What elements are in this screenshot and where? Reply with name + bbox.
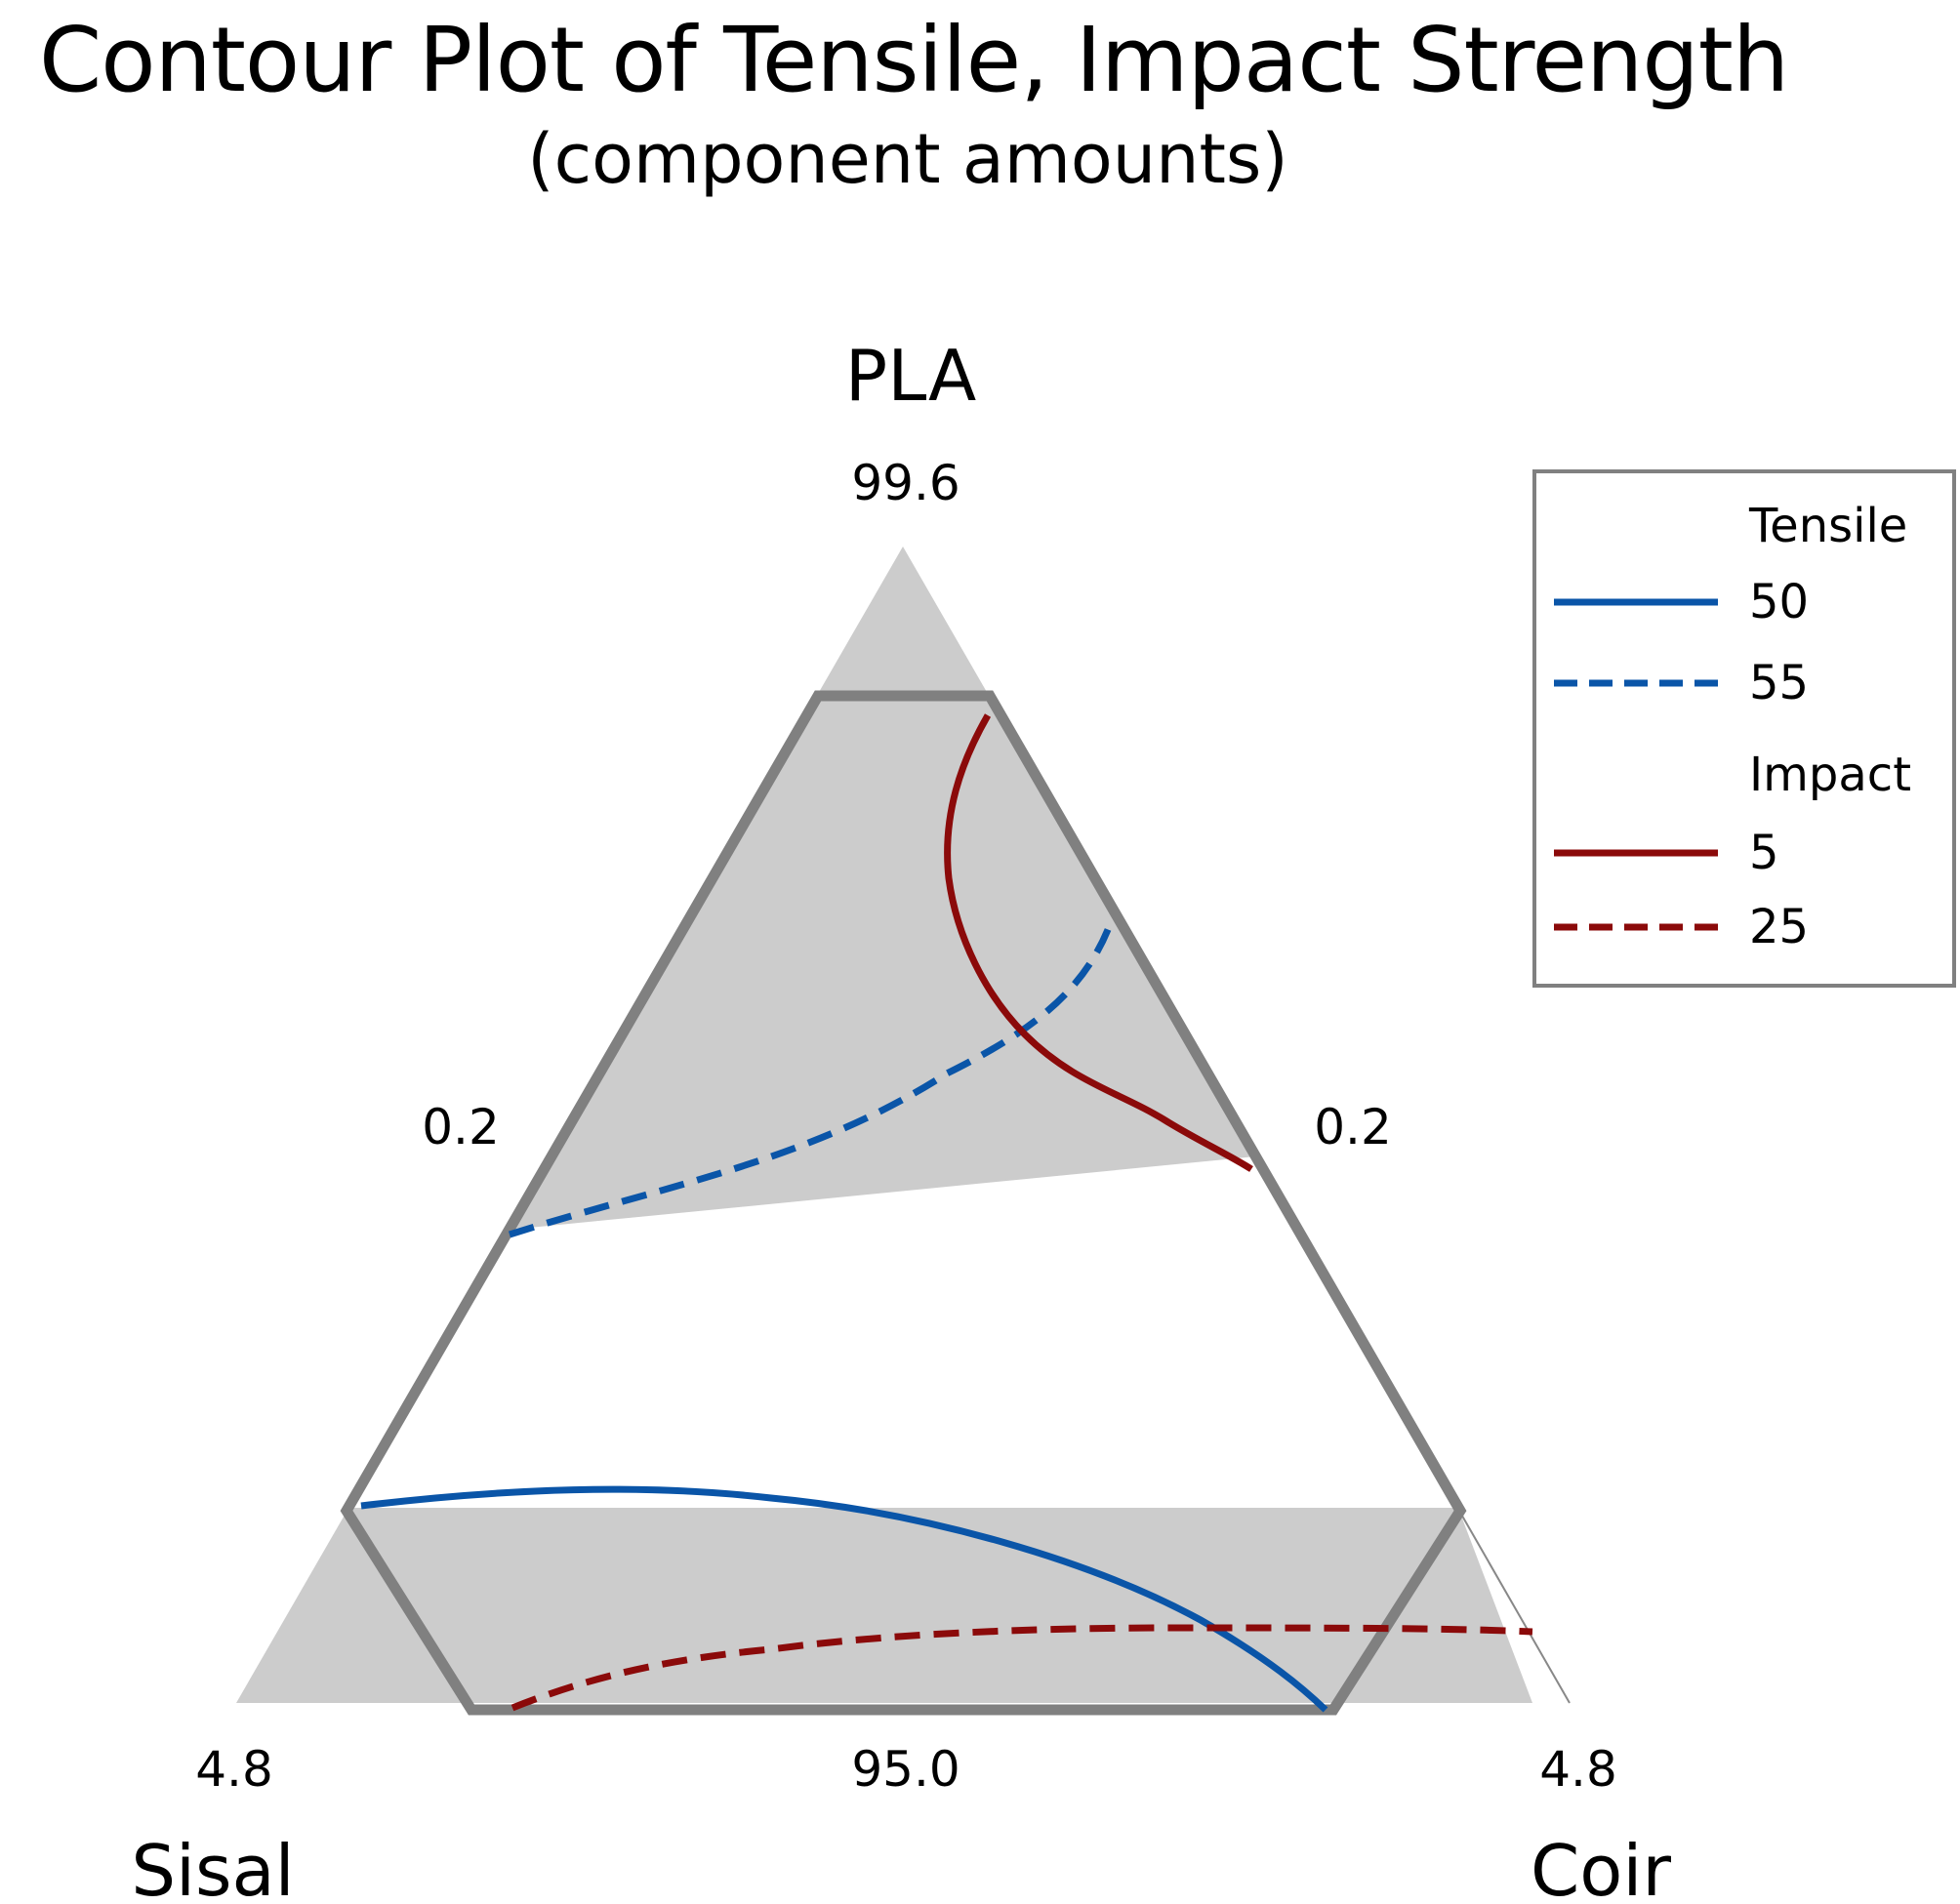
edge-label-left: 0.2 (422, 1099, 500, 1155)
unshaded-region-middle (345, 1156, 1456, 1508)
legend-label-impact-5: 5 (1749, 826, 1779, 880)
contour-impact-25 (510, 1624, 1533, 1712)
chart-title: Contour Plot of Tensile, Impact Strength (39, 8, 1789, 112)
legend-box (1532, 469, 1956, 988)
vertex-value-sisal: 4.8 (195, 1741, 273, 1798)
vertex-value-coir: 4.8 (1539, 1741, 1617, 1798)
legend: Tensile 50 55 Impact 5 25 (1532, 469, 1956, 988)
contour-tensile-55 (508, 920, 1115, 1238)
legend-title-impact: Impact (1749, 748, 1911, 802)
design-region-boundary (340, 690, 1467, 1716)
chart-subtitle: (component amounts) (527, 119, 1288, 199)
legend-label-tensile-50: 50 (1749, 575, 1809, 629)
vertex-name-pla: PLA (845, 335, 976, 417)
edge-label-bottom: 95.0 (851, 1741, 960, 1798)
vertex-value-pla: 99.6 (851, 455, 960, 511)
edge-label-right: 0.2 (1314, 1099, 1392, 1155)
contour-impact-5 (944, 713, 1253, 1172)
legend-label-tensile-55: 55 (1749, 656, 1809, 710)
vertex-name-sisal: Sisal (131, 1830, 294, 1904)
legend-label-impact-25: 25 (1749, 900, 1809, 954)
vertex-name-coir: Coir (1531, 1830, 1671, 1904)
legend-title-tensile: Tensile (1748, 499, 1907, 553)
contour-tensile-50 (360, 1485, 1328, 1713)
coir-corner-edge (1458, 1510, 1571, 1704)
